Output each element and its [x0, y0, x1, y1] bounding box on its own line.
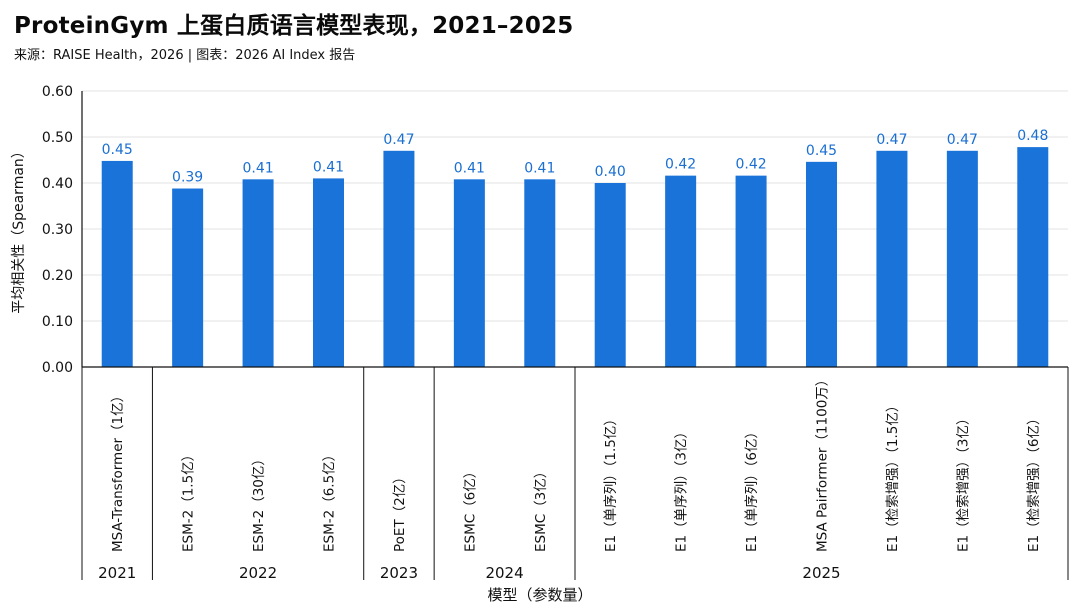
x-category-label: ESM-2（1.5亿） — [181, 448, 197, 552]
bar-value-label: 0.45 — [806, 143, 837, 159]
bar-value-label: 0.41 — [454, 160, 485, 176]
bar — [876, 150, 908, 367]
y-tick-label: 0.30 — [42, 222, 73, 238]
bar — [946, 150, 978, 367]
y-axis-label: 平均相关性（Spearman） — [11, 144, 27, 314]
bar — [172, 188, 204, 367]
y-tick-label: 0.60 — [42, 84, 73, 100]
bar-value-label: 0.45 — [102, 142, 133, 158]
x-axis-label: 模型（参数量） — [487, 586, 592, 604]
bar — [242, 179, 274, 367]
bar — [453, 179, 485, 367]
x-category-label: E1（单序列）（6亿） — [744, 425, 760, 552]
y-tick-label: 0.40 — [42, 176, 73, 192]
bar — [524, 179, 556, 367]
y-tick-label: 0.00 — [42, 360, 73, 376]
y-tick-label: 0.50 — [42, 130, 73, 146]
chart-subtitle: 来源：RAISE Health，2026 | 图表：2026 AI Index … — [14, 48, 356, 63]
bar — [101, 160, 133, 367]
chart-title: ProteinGym 上蛋白质语言模型表现，2021–2025 — [14, 13, 574, 39]
year-groups: 2021 2022 2023 2024 2025 — [81, 367, 1069, 582]
bar-value-label: 0.42 — [665, 157, 696, 173]
bars — [101, 147, 1049, 367]
y-tick-label: 0.10 — [42, 314, 73, 330]
bar — [665, 175, 697, 367]
x-category-label: ESM-2（30亿） — [251, 452, 267, 552]
year-label: 2024 — [485, 564, 523, 582]
bar-value-label: 0.41 — [242, 160, 273, 176]
grid-lines — [82, 90, 1068, 322]
x-category-label: MSA Pairformer（1100万） — [815, 373, 831, 552]
x-category-label: E1（检索增强）（1.5亿） — [885, 399, 901, 552]
x-category-label: E1（单序列）（3亿） — [674, 425, 690, 552]
bar-value-label: 0.41 — [524, 160, 555, 176]
year-label: 2021 — [98, 564, 136, 582]
x-category-label: E1（检索增强）（6亿） — [1026, 412, 1042, 552]
year-label: 2022 — [239, 564, 277, 582]
bar — [594, 183, 626, 367]
bar-value-label: 0.47 — [383, 132, 414, 148]
y-tick-label: 0.20 — [42, 268, 73, 284]
axes — [81, 91, 1068, 368]
year-label: 2025 — [802, 564, 840, 582]
bar-value-label: 0.40 — [595, 164, 626, 180]
year-label: 2023 — [380, 564, 418, 582]
bar-value-label: 0.41 — [313, 159, 344, 175]
x-category-label: MSA-Transformer（1亿） — [110, 389, 126, 552]
bar — [383, 150, 415, 367]
bar-value-label: 0.39 — [172, 170, 203, 186]
x-category-label: PoET（2亿） — [392, 470, 408, 552]
x-category-labels: MSA-Transformer（1亿） ESM-2（1.5亿） ESM-2（30亿）… — [110, 373, 1042, 552]
bar-value-label: 0.48 — [1017, 128, 1048, 144]
bar — [1017, 147, 1049, 367]
bar-value-label: 0.47 — [876, 132, 907, 148]
x-category-label: ESMC（3亿） — [533, 465, 549, 552]
bar — [806, 161, 837, 367]
bar — [735, 175, 767, 367]
bar-value-label: 0.47 — [947, 132, 978, 148]
y-axis-ticks: 0.00 0.10 0.20 0.30 0.40 0.50 0.60 — [42, 84, 73, 376]
x-category-label: E1（检索增强）（3亿） — [955, 412, 971, 552]
value-labels: 0.45 0.39 0.41 0.41 0.47 0.41 0.41 0.40 0.42 0.42… — [102, 128, 1049, 185]
x-category-label: E1（单序列）（1.5亿） — [603, 412, 619, 552]
x-category-label: ESM-2（6.5亿） — [322, 448, 338, 552]
x-category-label: ESMC（6亿） — [462, 465, 478, 552]
bar — [313, 178, 344, 367]
bar-value-label: 0.42 — [735, 157, 766, 173]
